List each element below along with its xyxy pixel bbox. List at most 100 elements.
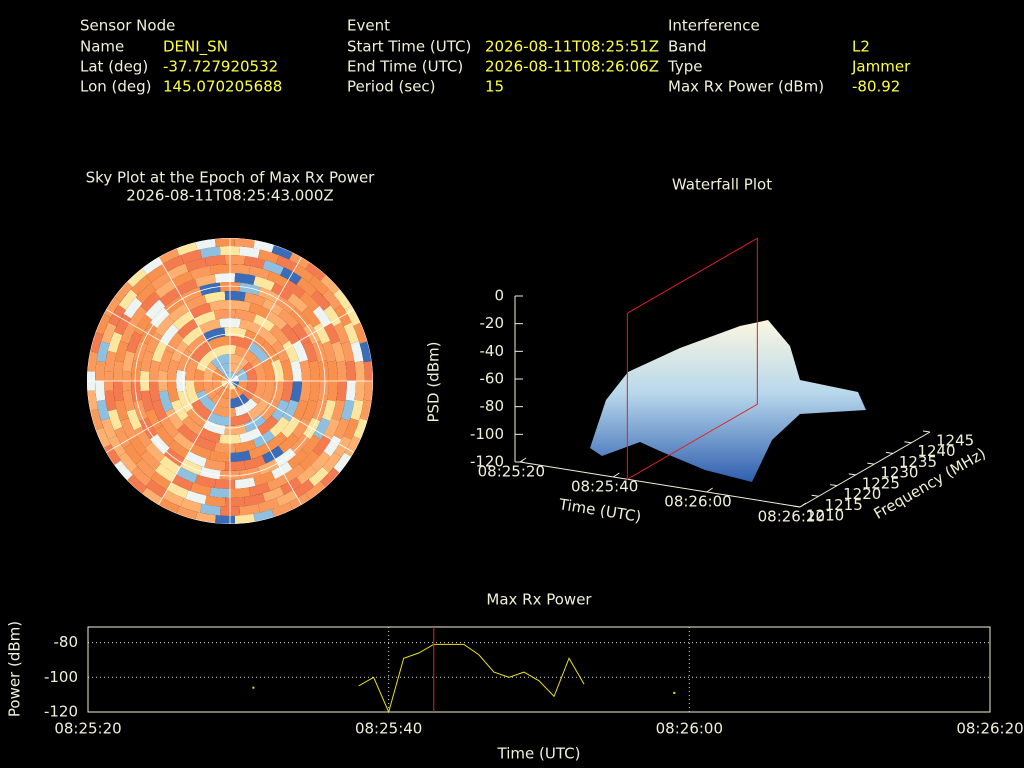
sky-cell (217, 363, 230, 375)
sky-cell (239, 319, 262, 335)
sky-cell (230, 450, 251, 462)
section-title: Event (347, 17, 390, 35)
sky-cell (296, 465, 318, 485)
sky-cell (234, 398, 258, 417)
x-tick-label: 08:26:00 (656, 720, 723, 738)
sky-cell (207, 335, 230, 350)
sky-cell (248, 482, 270, 497)
field-value: Jammer (851, 58, 911, 76)
chart-title: Sky Plot at the Epoch of Max Rx Power (86, 169, 376, 187)
sky-cell (145, 331, 163, 354)
sky-cell (331, 399, 346, 421)
sky-cell (204, 495, 226, 507)
sky-cell (177, 349, 194, 372)
sky-cell (172, 431, 194, 452)
sky-cell (113, 281, 133, 302)
sky-cell (244, 255, 266, 269)
sky-cell (354, 381, 365, 402)
sky-cell (292, 417, 311, 439)
sky-cell (151, 399, 168, 422)
sky-cell (167, 263, 189, 280)
sky-cell (354, 360, 365, 381)
x-tick-label: 08:25:20 (478, 463, 545, 481)
sky-cell (280, 359, 293, 381)
y-tick (792, 505, 801, 508)
sky-cell (292, 323, 311, 345)
x-tick-label: 08:26:20 (758, 508, 825, 526)
sky-cell (176, 506, 198, 521)
sky-cell (133, 399, 148, 422)
sky-cell (257, 415, 279, 436)
sky-cell (135, 283, 156, 304)
sky-cell (299, 450, 320, 471)
sky-cell (190, 265, 212, 280)
sky-cell (176, 466, 198, 484)
sky-cell (244, 292, 266, 307)
sky-cell (308, 381, 321, 402)
sky-cell (123, 297, 143, 319)
sky-cell (180, 458, 203, 476)
sky-cell (194, 310, 216, 327)
sky-cell (333, 288, 353, 310)
sky-cell (224, 460, 246, 471)
sky-cell (363, 361, 373, 381)
sky-cell (311, 290, 331, 311)
sky-cell (214, 479, 236, 490)
sky-cell (131, 275, 152, 296)
sky-cell (133, 340, 148, 363)
sky-cell (253, 276, 275, 291)
sky-cell (150, 271, 172, 291)
sky-cell (104, 390, 117, 412)
sky-cell (345, 360, 357, 381)
sky-cell (248, 399, 269, 420)
sky-cell (204, 291, 226, 304)
sky-cell (266, 271, 289, 288)
field-value: -37.727920532 (163, 58, 278, 76)
sky-cell (135, 458, 156, 479)
sky-cell (114, 399, 129, 421)
sky-cell (141, 487, 163, 506)
sky-cell (209, 264, 230, 275)
sky-cell (101, 418, 117, 440)
sky-cell (345, 381, 357, 402)
sky-cell (118, 289, 138, 310)
sky-cell (236, 368, 248, 381)
sky-cell (181, 415, 203, 436)
sky-cell (114, 426, 132, 449)
sky-cell (318, 381, 329, 402)
sky-cell (327, 381, 338, 402)
x-tick (613, 472, 620, 478)
sky-cell (186, 334, 208, 355)
sky-cell (321, 399, 336, 422)
sky-cell (363, 381, 373, 401)
sky-cell (242, 361, 257, 381)
sky-cell (212, 381, 224, 394)
sky-plot (87, 238, 373, 524)
sky-cell (200, 503, 221, 516)
sky-cell (234, 439, 257, 453)
sky-cell (113, 460, 133, 481)
sky-cell (243, 329, 267, 348)
field-value: -80.92 (852, 78, 900, 96)
field-value: 2026-08-11T08:26:06Z (485, 58, 659, 76)
sky-cell (209, 300, 230, 312)
sky-cell (305, 261, 327, 281)
sky-cell (266, 431, 288, 452)
field-label: Period (sec) (347, 78, 436, 96)
sky-cell (94, 427, 111, 449)
field-value: 2026-08-11T08:25:51Z (485, 38, 659, 56)
sky-cell (230, 300, 251, 312)
sky-cell (302, 340, 318, 363)
sky-cell (244, 493, 266, 507)
sky-cell (214, 442, 236, 454)
sky-cell (230, 335, 253, 350)
field-label: Lat (deg) (80, 58, 148, 76)
sky-cell (313, 322, 331, 345)
sky-cell (131, 360, 142, 381)
y-tick (885, 451, 893, 454)
sky-cell (271, 502, 294, 518)
sky-cell (293, 479, 315, 498)
field-label: Type (667, 58, 702, 76)
sky-cell (323, 417, 340, 440)
sky-cell (210, 354, 230, 369)
